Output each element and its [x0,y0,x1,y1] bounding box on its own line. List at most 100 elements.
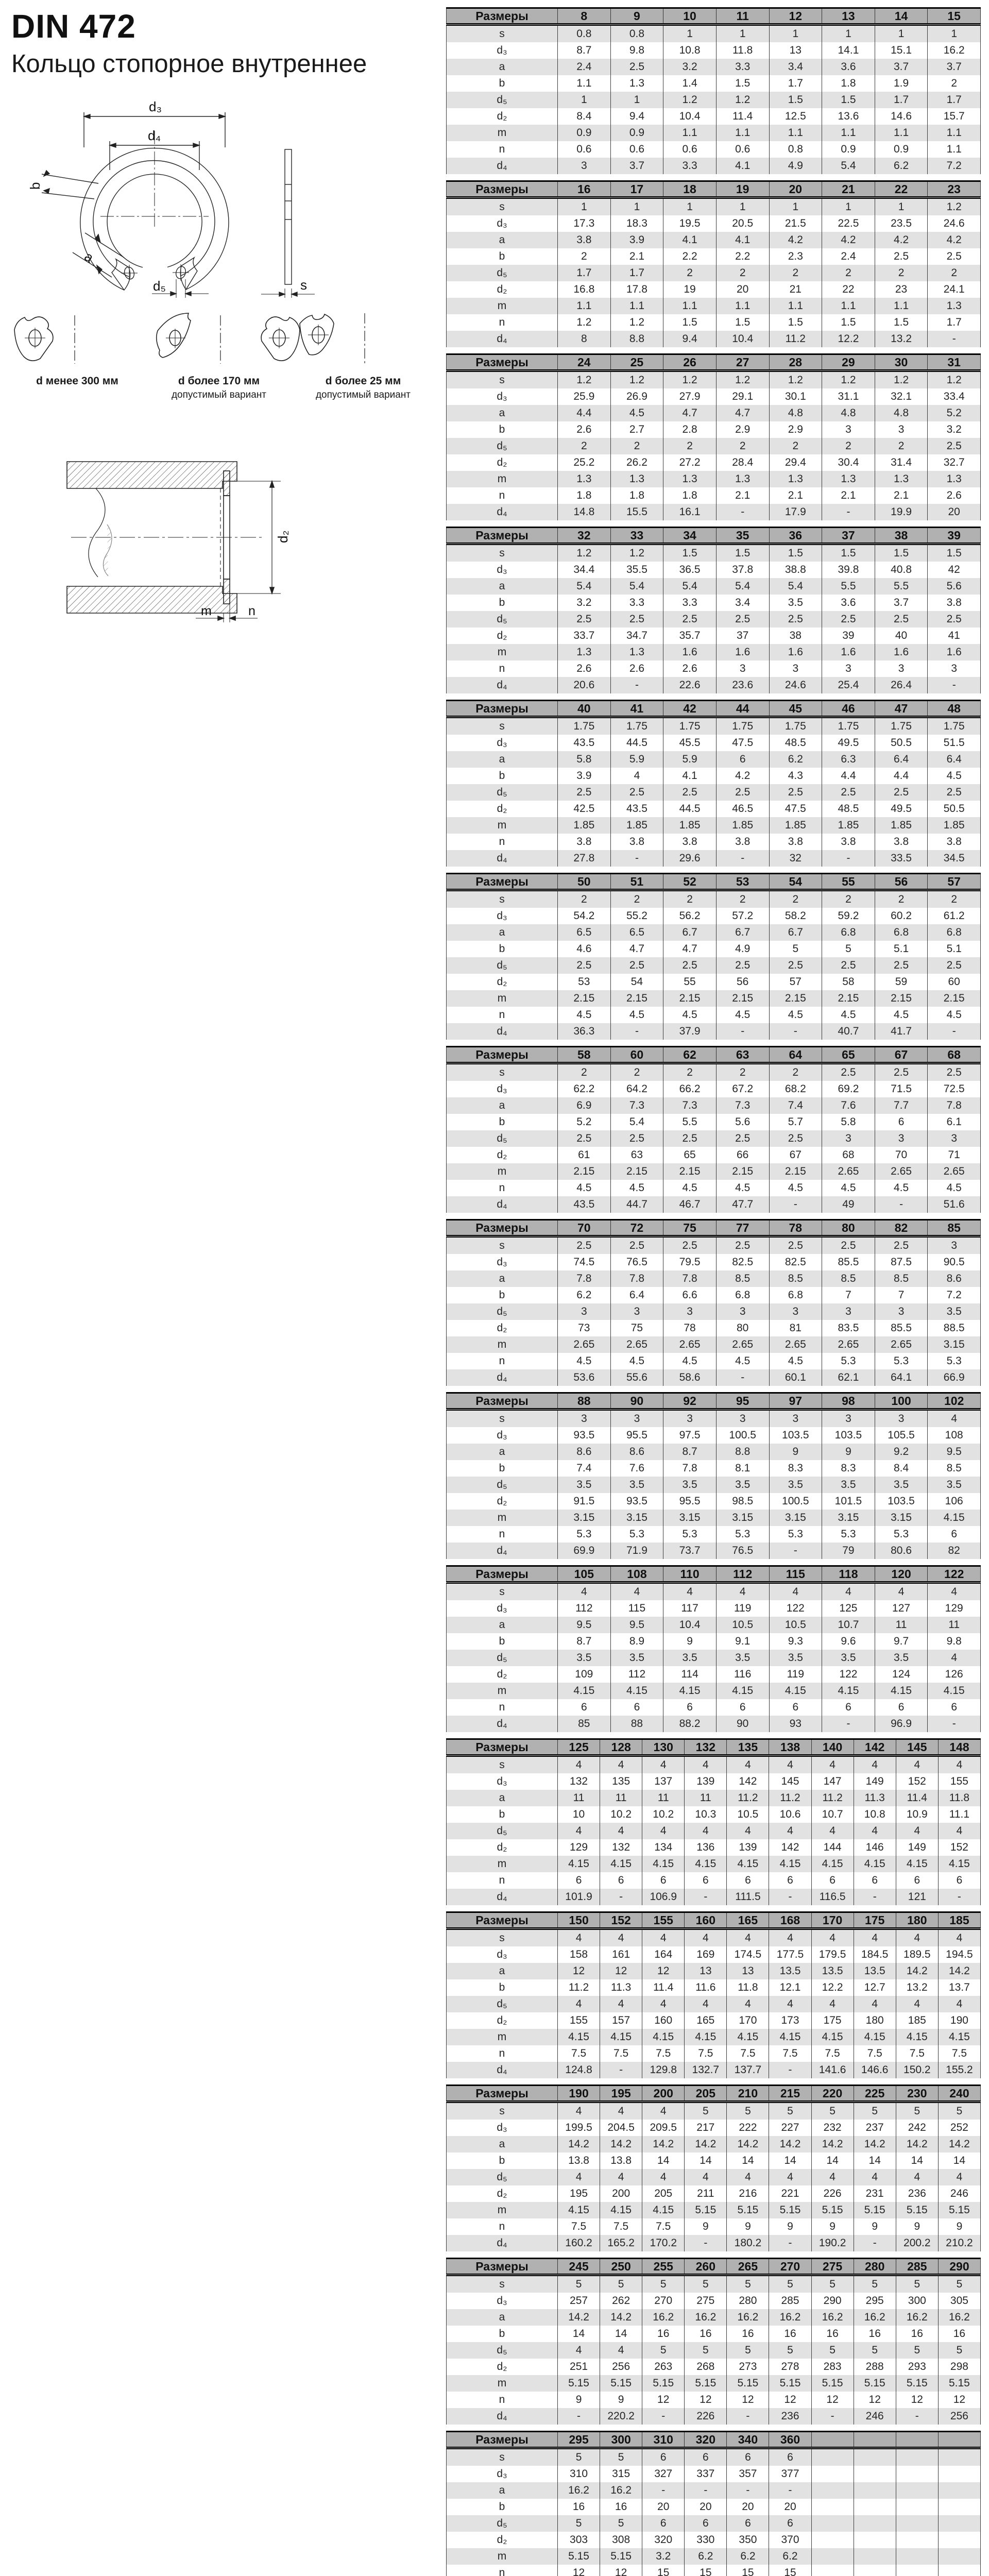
value-cell: 5.6 [927,578,981,595]
size-col-header: 75 [663,1219,717,1238]
value-cell: 3.2 [927,421,981,438]
value-cell: 5 [895,2275,939,2293]
value-cell: 209.5 [642,2120,685,2136]
size-col-header: 36 [769,527,823,545]
value-cell: 3.8 [557,834,611,850]
value-cell: 4 [769,2169,812,2185]
value-cell: 217 [684,2120,727,2136]
value-cell: - [769,2062,812,2078]
size-col-header: 195 [600,2084,643,2103]
row-label: a [446,59,558,75]
value-cell: 54 [610,974,664,990]
row-label: d₂ [446,1147,558,1163]
size-col-header [937,2431,981,2449]
value-cell: 2 [874,890,928,908]
value-cell: 5.15 [642,2375,685,2392]
value-cell: 2.5 [769,1236,823,1254]
value-cell: 71 [927,1147,981,1163]
value-cell: 327 [642,2466,685,2482]
value-cell: 226 [811,2185,854,2202]
value-cell: 6 [557,1872,601,1889]
size-col-header: 52 [663,873,717,891]
size-col-header: 102 [927,1392,981,1411]
value-cell: 2 [663,890,717,908]
value-cell: 50.5 [927,801,981,817]
value-cell: 22 [822,281,875,298]
size-col-header: 47 [874,700,928,718]
value-cell: 1.2 [557,370,611,388]
value-cell: 177.5 [769,1946,812,1963]
value-cell [937,2515,981,2532]
table-row: s 2.5 2.5 2.5 2.5 2.5 2.5 2.5 3 [446,1236,981,1254]
table-row: n 4.5 4.5 4.5 4.5 4.5 4.5 4.5 4.5 [446,1180,981,1196]
value-cell: 3.5 [610,1477,664,1493]
value-cell: 11.4 [642,1979,685,1996]
row-label: s [446,1755,558,1773]
value-cell: 5.15 [937,2375,981,2392]
value-cell: 2.5 [663,957,717,974]
row-label: d₄ [446,850,558,867]
value-cell: 2.7 [610,421,664,438]
value-cell: 11 [600,1790,643,1806]
value-cell: 9 [600,2392,643,2408]
table-row: d₄ 8 8.8 9.4 10.4 11.2 12.2 13.2- [446,331,981,347]
value-cell: 9 [557,2392,601,2408]
value-cell: 139 [726,1839,770,1856]
value-cell: 91.5 [557,1493,611,1510]
value-cell: 1.8 [822,75,875,92]
value-cell: 4 [600,1928,643,1946]
value-cell: 5.15 [937,2202,981,2218]
value-cell: 30.4 [822,454,875,471]
value-cell [853,2565,896,2576]
value-cell: 80.6 [874,1543,928,1559]
value-cell: 6 [684,2448,727,2466]
value-cell: 300 [895,2293,939,2309]
value-cell: 4 [811,1755,854,1773]
value-cell: 60.1 [769,1369,823,1386]
value-cell: 16.2 [600,2482,643,2499]
value-cell: 2.65 [822,1163,875,1180]
value-cell: 1.2 [557,314,611,331]
value-cell: 124.8 [557,2062,601,2078]
value-cell: 36.3 [557,1023,611,1040]
row-label: n [446,1180,558,1196]
table-row: d₃ 8.7 9.8 10.8 11.8 13 14.1 15.1 16.2 [446,42,981,59]
value-cell: 6 [663,1699,717,1716]
value-cell: 4 [600,2342,643,2359]
size-col-header: 112 [715,1565,770,1584]
value-cell: 9.5 [610,1617,664,1633]
value-cell: 137.7 [726,2062,770,2078]
table-row: a 11 11 11 11 11.2 11.2 11.2 11.3 11.4 11.8 [446,1790,981,1806]
size-col-header: 165 [726,1911,770,1930]
value-cell: 6 [853,1872,896,1889]
size-col-header: 275 [811,2258,854,2276]
value-cell: 5.4 [557,578,611,595]
size-col-header: 110 [663,1565,717,1584]
value-cell: 5 [642,2342,685,2359]
value-cell: 4 [853,1996,896,2012]
value-cell: 1 [610,92,664,108]
value-cell: 80 [715,1320,770,1336]
value-cell: 5 [726,2102,770,2120]
value-cell: 2.15 [557,1163,611,1180]
size-col-header: 80 [822,1219,875,1238]
value-cell: 6 [557,1699,611,1716]
row-label: d₅ [446,92,558,108]
value-cell: 158 [557,1946,601,1963]
value-cell: 14.1 [822,42,875,59]
value-cell [811,2448,854,2466]
table-row: d₂ 33.7 34.7 35.7 37 38 39 40 41 [446,628,981,644]
value-cell: 50.5 [874,735,928,751]
value-cell: 4.7 [715,405,770,421]
value-cell: 170.2 [642,2235,685,2251]
value-cell: 4 [726,2169,770,2185]
value-cell: 6.7 [663,924,717,941]
table-row: s 1.2 1.2 1.5 1.5 1.5 1.5 1.5 1.5 [446,544,981,562]
row-label: a [446,2136,558,2153]
value-cell: 1.2 [769,370,823,388]
value-cell: 119 [769,1666,823,1683]
value-cell: 5.15 [853,2202,896,2218]
value-cell: 1.2 [610,544,664,562]
value-cell: 1.7 [927,314,981,331]
